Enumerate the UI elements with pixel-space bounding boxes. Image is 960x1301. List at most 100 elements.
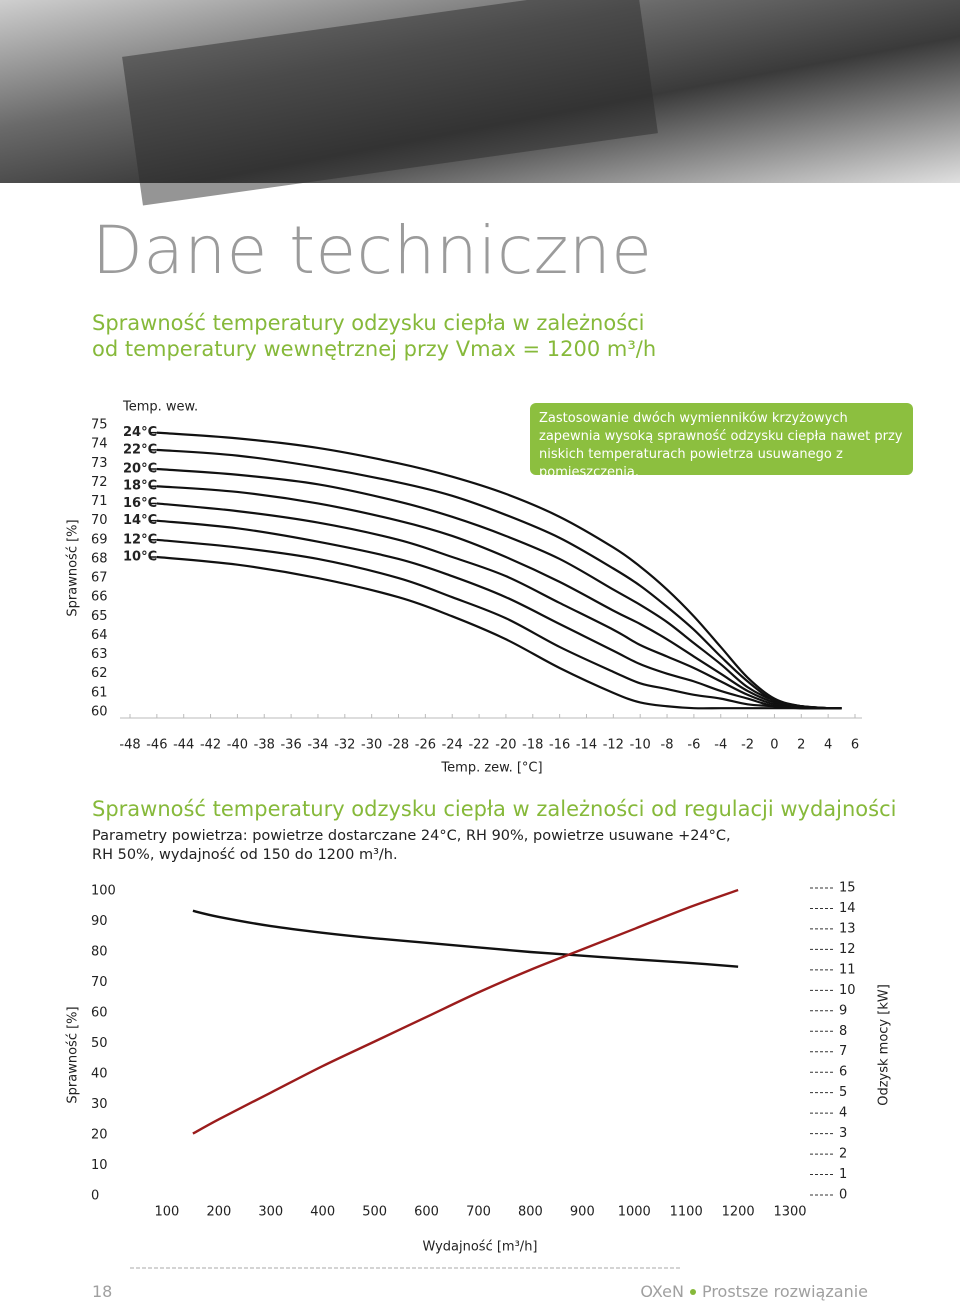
y-tick-label: 70 xyxy=(91,513,108,528)
x-tick-label: 1000 xyxy=(618,1205,651,1220)
x-tick-label: 200 xyxy=(206,1205,231,1220)
x-tick-label: -20 xyxy=(495,738,516,753)
y-tick-label: 69 xyxy=(91,532,108,547)
x-tick-label: 4 xyxy=(824,738,832,753)
y2-tick-label: 11 xyxy=(839,962,856,977)
chart-title: Sprawność temperatury odzysku ciepła w z… xyxy=(92,797,897,821)
y2-tick-label: 4 xyxy=(839,1106,847,1121)
x-tick-label: 100 xyxy=(155,1205,180,1220)
x-tick-label: -22 xyxy=(468,738,489,753)
x-tick-label: -2 xyxy=(741,738,754,753)
data-line xyxy=(192,888,739,1135)
y2-tick-label: 5 xyxy=(839,1085,847,1100)
y2-tick-label: 10 xyxy=(839,983,856,998)
y-tick-label: 70 xyxy=(91,975,108,990)
x-tick-label: 1100 xyxy=(670,1205,703,1220)
legend-label: 24°C xyxy=(123,425,157,440)
x-tick-label: 300 xyxy=(258,1205,283,1220)
x-tick-label: 6 xyxy=(851,738,859,753)
page-title: Dane techniczne xyxy=(92,212,653,289)
subtitle-line: od temperatury wewnętrznej przy Vmax = 1… xyxy=(92,337,657,361)
legend-label: 18°C xyxy=(123,479,157,494)
x-tick-label: -18 xyxy=(522,738,543,753)
y-tick-label: 50 xyxy=(91,1036,108,1051)
data-line xyxy=(192,909,739,968)
y-tick-label: 72 xyxy=(91,475,108,490)
x-axis-title: Wydajność [m³/h] xyxy=(422,1240,537,1255)
y-axis-title: Sprawność [%] xyxy=(66,1006,81,1103)
x-tick-label: -48 xyxy=(119,738,140,753)
x-tick-label: 1300 xyxy=(773,1205,806,1220)
y2-tick-label: 8 xyxy=(839,1024,847,1039)
x-tick-label: 2 xyxy=(797,738,805,753)
x-tick-label: -8 xyxy=(661,738,674,753)
y-tick-label: 68 xyxy=(91,551,108,566)
data-line xyxy=(156,502,842,710)
x-tick-label: -28 xyxy=(388,738,409,753)
y-tick-label: 73 xyxy=(91,456,108,471)
y2-tick-label: 2 xyxy=(839,1147,847,1162)
x-tick-label: -4 xyxy=(714,738,727,753)
y2-tick-label: 12 xyxy=(839,942,856,957)
legend-label: 16°C xyxy=(123,496,157,511)
legend-label: 14°C xyxy=(123,513,157,528)
legend-label: 20°C xyxy=(123,462,157,477)
legend-label: 10°C xyxy=(123,550,157,565)
legend-label: 12°C xyxy=(123,532,157,547)
y-tick-label: 80 xyxy=(91,945,108,960)
data-line xyxy=(156,467,842,710)
x-tick-label: -14 xyxy=(576,738,597,753)
data-line xyxy=(156,555,842,710)
separator xyxy=(689,1288,696,1295)
x-tick-label: 600 xyxy=(414,1205,439,1220)
legend-label: 22°C xyxy=(123,442,157,457)
x-tick-label: 400 xyxy=(310,1205,335,1220)
y-tick-label: 0 xyxy=(91,1189,99,1204)
subtitle: Sprawność temperatury odzysku ciepła w z… xyxy=(92,310,656,362)
data-line xyxy=(156,431,842,710)
y-tick-label: 20 xyxy=(91,1128,108,1143)
y-tick-label: 74 xyxy=(91,437,108,452)
chart-subtitle: Parametry powietrza: powietrze dostarcza… xyxy=(92,828,731,863)
y-axis-title: Sprawność [%] xyxy=(66,519,81,616)
y-tick-label: 75 xyxy=(91,418,108,433)
y-tick-label: 10 xyxy=(91,1158,108,1173)
y-tick-label: 30 xyxy=(91,1097,108,1112)
photo-board xyxy=(122,0,658,206)
y-tick-label: 63 xyxy=(91,647,108,662)
x-tick-label: -42 xyxy=(200,738,221,753)
y-tick-label: 60 xyxy=(91,705,108,720)
x-tick-label: -44 xyxy=(173,738,194,753)
x-axis-title: Temp. zew. [°C] xyxy=(440,761,542,776)
y2-tick-label: 3 xyxy=(839,1126,847,1141)
x-tick-label: -16 xyxy=(549,738,570,753)
y2-tick-label: 9 xyxy=(839,1003,847,1018)
brand: OXeN xyxy=(640,1282,684,1301)
x-tick-label: 0 xyxy=(770,738,778,753)
legend-title: Temp. wew. xyxy=(122,400,198,415)
y2-tick-label: 14 xyxy=(839,901,856,916)
x-tick-label: 1200 xyxy=(722,1205,755,1220)
x-tick-label: 500 xyxy=(362,1205,387,1220)
y2-tick-label: 7 xyxy=(839,1044,847,1059)
y-tick-label: 61 xyxy=(91,685,108,700)
x-tick-label: -24 xyxy=(442,738,463,753)
y-tick-label: 100 xyxy=(91,884,116,899)
data-line xyxy=(156,485,842,710)
footer: OXeN Prostsze rozwiązanie xyxy=(640,1282,868,1301)
y2-axis-title: Odzysk mocy [kW] xyxy=(877,984,892,1106)
y-tick-label: 67 xyxy=(91,571,108,586)
y2-tick-label: 15 xyxy=(839,881,856,896)
x-tick-label: -10 xyxy=(630,738,651,753)
subtitle-line: Sprawność temperatury odzysku ciepła w z… xyxy=(92,311,645,335)
x-tick-label: -26 xyxy=(415,738,436,753)
y-tick-label: 71 xyxy=(91,494,108,509)
y2-tick-label: 13 xyxy=(839,921,856,936)
tagline: Prostsze rozwiązanie xyxy=(701,1282,868,1301)
x-tick-label: -32 xyxy=(334,738,355,753)
x-tick-label: 900 xyxy=(570,1205,595,1220)
x-tick-label: -38 xyxy=(254,738,275,753)
x-tick-label: -36 xyxy=(280,738,301,753)
